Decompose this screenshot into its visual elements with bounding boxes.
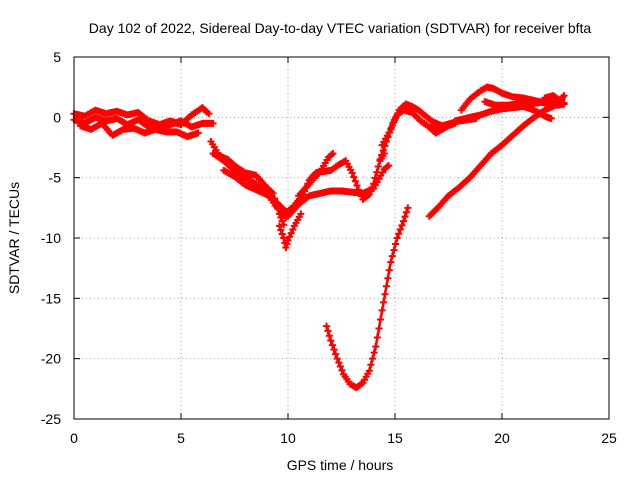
data-point (205, 110, 213, 118)
data-point (335, 359, 343, 367)
data-point (375, 325, 383, 332)
data-point (350, 173, 358, 181)
data-point (284, 236, 292, 244)
y-axis-label: SDTVAR / TECUs (6, 182, 22, 294)
data-point (372, 343, 380, 351)
data-point (402, 208, 410, 216)
x-tick-label: 15 (387, 430, 403, 446)
data-point (286, 233, 294, 241)
data-point (348, 169, 356, 177)
data-point (280, 221, 288, 229)
data-point (390, 246, 398, 254)
data-point (390, 118, 398, 126)
data-point (367, 361, 375, 369)
data-point (373, 334, 381, 342)
data-point (384, 274, 392, 282)
y-tick-label: -15 (41, 290, 61, 306)
data-point (382, 282, 390, 290)
x-tick-label: 25 (601, 430, 617, 446)
data-point (388, 122, 396, 130)
chart-title: Day 102 of 2022, Sidereal Day-to-day VTE… (89, 20, 592, 36)
data-point (387, 125, 395, 133)
data-point (278, 217, 286, 225)
data-point (400, 217, 408, 225)
data-point (209, 119, 217, 127)
data-point (378, 151, 386, 159)
data-point (280, 234, 288, 242)
data-point (351, 177, 359, 185)
data-point (336, 363, 344, 371)
x-tick-label: 10 (280, 430, 296, 446)
data-point (378, 306, 386, 314)
data-point (396, 226, 404, 234)
data-point (329, 150, 337, 158)
data-point (404, 204, 412, 212)
data-point (332, 350, 340, 358)
data-point (330, 346, 338, 354)
data-point (327, 337, 335, 345)
data-point (278, 230, 286, 238)
y-tick-label: -20 (41, 351, 61, 367)
data-point (277, 226, 285, 234)
y-tick-label: -5 (49, 170, 62, 186)
x-axis-label: GPS time / hours (287, 457, 394, 473)
data-point (392, 240, 400, 248)
x-tick-label: 0 (70, 430, 78, 446)
data-point (365, 191, 373, 199)
data-point (287, 229, 295, 237)
data-point (371, 174, 379, 182)
y-tick-label: -25 (41, 411, 61, 427)
data-point (297, 210, 305, 218)
data-point (275, 222, 283, 230)
data-point (560, 99, 568, 107)
data-point (374, 163, 382, 171)
data-point (379, 147, 387, 155)
plot-frame (73, 56, 610, 420)
data-point (369, 355, 377, 363)
data-points (70, 83, 568, 392)
y-tick-label: -10 (41, 230, 61, 246)
data-point (269, 189, 277, 197)
data-point (289, 226, 297, 234)
data-point (395, 230, 403, 238)
data-point (367, 187, 375, 195)
data-point (282, 244, 290, 252)
data-point (547, 115, 555, 123)
x-tick-labels: 0 5 10 15 20 25 (70, 430, 617, 446)
data-point (368, 183, 376, 191)
data-point (373, 168, 381, 176)
y-tick-label: 0 (53, 109, 61, 125)
data-point (388, 252, 396, 260)
data-point (381, 290, 389, 298)
data-point (194, 129, 202, 137)
data-point (385, 266, 393, 274)
data-point (376, 156, 384, 164)
data-point (353, 182, 361, 190)
data-point (283, 240, 291, 248)
data-point (370, 180, 378, 188)
data-point (401, 213, 409, 221)
data-point (377, 315, 385, 323)
data-point (385, 162, 393, 170)
data-point (333, 355, 341, 363)
data-point (324, 327, 332, 335)
data-point (393, 234, 401, 242)
x-tick-label: 5 (177, 430, 185, 446)
data-point (325, 332, 333, 340)
data-point (560, 92, 568, 100)
y-tick-label: 5 (53, 49, 61, 65)
data-point (365, 367, 373, 375)
data-point (323, 322, 331, 330)
data-point (328, 341, 336, 349)
data-point (338, 366, 346, 374)
data-point (398, 221, 406, 229)
x-tick-label: 20 (494, 430, 510, 446)
y-tick-labels: 5 0 -5 -10 -15 -20 -25 (41, 49, 61, 427)
data-point (380, 298, 388, 306)
data-point (392, 115, 400, 123)
data-point (387, 258, 395, 266)
data-point (370, 349, 378, 357)
